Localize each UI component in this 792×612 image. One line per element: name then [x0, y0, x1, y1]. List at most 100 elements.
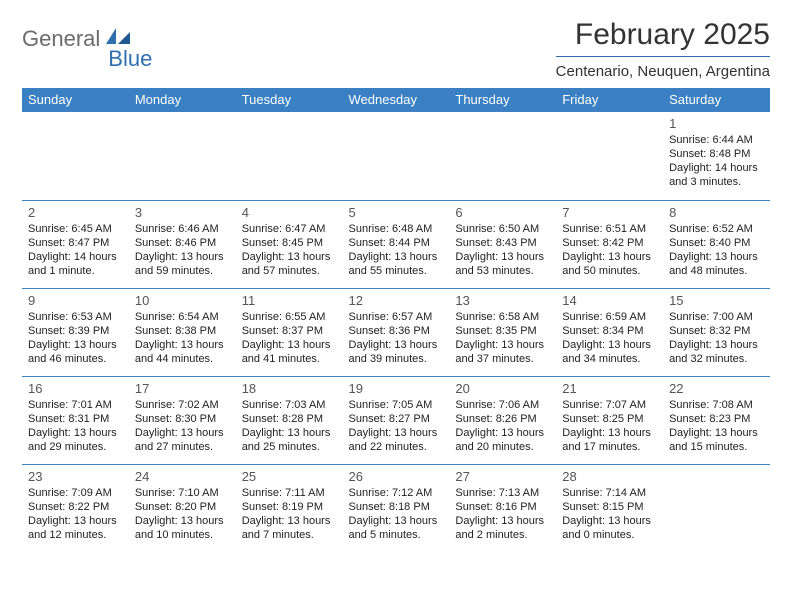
- daylight-text: Daylight: 13 hours and 12 minutes.: [28, 514, 123, 542]
- sunrise-text: Sunrise: 6:58 AM: [455, 310, 550, 324]
- day-detail: Sunrise: 6:55 AMSunset: 8:37 PMDaylight:…: [242, 310, 337, 366]
- day-number: 10: [135, 293, 230, 308]
- day-detail: Sunrise: 7:13 AMSunset: 8:16 PMDaylight:…: [455, 486, 550, 542]
- day-number: 23: [28, 469, 123, 484]
- daylight-text: Daylight: 13 hours and 53 minutes.: [455, 250, 550, 278]
- day-detail: Sunrise: 6:59 AMSunset: 8:34 PMDaylight:…: [562, 310, 657, 366]
- daylight-text: Daylight: 13 hours and 20 minutes.: [455, 426, 550, 454]
- calendar-day-cell: [22, 112, 129, 200]
- day-number: 5: [349, 205, 444, 220]
- sunrise-text: Sunrise: 6:52 AM: [669, 222, 764, 236]
- sunrise-text: Sunrise: 7:00 AM: [669, 310, 764, 324]
- calendar-day-cell: 4Sunrise: 6:47 AMSunset: 8:45 PMDaylight…: [236, 200, 343, 288]
- day-detail: Sunrise: 7:14 AMSunset: 8:15 PMDaylight:…: [562, 486, 657, 542]
- day-detail: Sunrise: 7:00 AMSunset: 8:32 PMDaylight:…: [669, 310, 764, 366]
- sunrise-text: Sunrise: 6:48 AM: [349, 222, 444, 236]
- sunset-text: Sunset: 8:46 PM: [135, 236, 230, 250]
- daylight-text: Daylight: 13 hours and 59 minutes.: [135, 250, 230, 278]
- calendar-day-cell: 17 Sunrise: 7:02 AMSunset: 8:30 PMDayligh…: [129, 376, 236, 464]
- day-number: 18: [242, 381, 337, 396]
- calendar-day-cell: 7Sunrise: 6:51 AMSunset: 8:42 PMDaylight…: [556, 200, 663, 288]
- sunrise-text: Sunrise: 6:46 AM: [135, 222, 230, 236]
- sunrise-text: Sunrise: 7:14 AM: [562, 486, 657, 500]
- sunset-text: Sunset: 8:16 PM: [455, 500, 550, 514]
- day-detail: Sunrise: 7:11 AMSunset: 8:19 PMDaylight:…: [242, 486, 337, 542]
- daylight-text: Daylight: 14 hours and 1 minute.: [28, 250, 123, 278]
- day-number: 17: [135, 381, 230, 396]
- calendar-day-cell: 27 Sunrise: 7:13 AMSunset: 8:16 PMDayligh…: [449, 464, 556, 552]
- sunrise-text: Sunrise: 7:02 AM: [135, 398, 230, 412]
- weekday-heading: Tuesday: [236, 88, 343, 112]
- day-detail: Sunrise: 7:12 AMSunset: 8:18 PMDaylight:…: [349, 486, 444, 542]
- logo: General Blue: [22, 18, 178, 52]
- weekday-heading: Saturday: [663, 88, 770, 112]
- daylight-text: Daylight: 13 hours and 37 minutes.: [455, 338, 550, 366]
- calendar-day-cell: 2Sunrise: 6:45 AMSunset: 8:47 PMDaylight…: [22, 200, 129, 288]
- day-detail: Sunrise: 6:58 AMSunset: 8:35 PMDaylight:…: [455, 310, 550, 366]
- sunrise-text: Sunrise: 6:54 AM: [135, 310, 230, 324]
- calendar-day-cell: 24Sunrise: 7:10 AMSunset: 8:20 PMDayligh…: [129, 464, 236, 552]
- calendar-week-row: 9Sunrise: 6:53 AMSunset: 8:39 PMDaylight…: [22, 288, 770, 376]
- daylight-text: Daylight: 13 hours and 55 minutes.: [349, 250, 444, 278]
- daylight-text: Daylight: 13 hours and 44 minutes.: [135, 338, 230, 366]
- day-detail: Sunrise: 7:02 AMSunset: 8:30 PMDaylight:…: [135, 398, 230, 454]
- day-number: 16: [28, 381, 123, 396]
- sunrise-text: Sunrise: 6:53 AM: [28, 310, 123, 324]
- daylight-text: Daylight: 13 hours and 39 minutes.: [349, 338, 444, 366]
- daylight-text: Daylight: 13 hours and 34 minutes.: [562, 338, 657, 366]
- calendar-day-cell: [663, 464, 770, 552]
- day-number: 27: [455, 469, 550, 484]
- sunrise-text: Sunrise: 7:09 AM: [28, 486, 123, 500]
- sunset-text: Sunset: 8:47 PM: [28, 236, 123, 250]
- calendar-day-cell: 25Sunrise: 7:11 AMSunset: 8:19 PMDayligh…: [236, 464, 343, 552]
- month-title: February 2025: [556, 18, 770, 52]
- daylight-text: Daylight: 13 hours and 10 minutes.: [135, 514, 230, 542]
- day-detail: Sunrise: 6:51 AMSunset: 8:42 PMDaylight:…: [562, 222, 657, 278]
- calendar-day-cell: 22Sunrise: 7:08 AMSunset: 8:23 PMDayligh…: [663, 376, 770, 464]
- day-detail: Sunrise: 6:46 AMSunset: 8:46 PMDaylight:…: [135, 222, 230, 278]
- day-number: 1: [669, 116, 764, 131]
- sunset-text: Sunset: 8:15 PM: [562, 500, 657, 514]
- daylight-text: Daylight: 13 hours and 46 minutes.: [28, 338, 123, 366]
- sunset-text: Sunset: 8:44 PM: [349, 236, 444, 250]
- daylight-text: Daylight: 13 hours and 27 minutes.: [135, 426, 230, 454]
- daylight-text: Daylight: 13 hours and 32 minutes.: [669, 338, 764, 366]
- day-detail: Sunrise: 6:44 AMSunset: 8:48 PMDaylight:…: [669, 133, 764, 189]
- daylight-text: Daylight: 13 hours and 29 minutes.: [28, 426, 123, 454]
- sunset-text: Sunset: 8:26 PM: [455, 412, 550, 426]
- day-detail: Sunrise: 6:48 AMSunset: 8:44 PMDaylight:…: [349, 222, 444, 278]
- title-block: February 2025 Centenario, Neuquen, Argen…: [556, 18, 770, 80]
- calendar-day-cell: 28Sunrise: 7:14 AMSunset: 8:15 PMDayligh…: [556, 464, 663, 552]
- day-number: 12: [349, 293, 444, 308]
- calendar-day-cell: 19Sunrise: 7:05 AMSunset: 8:27 PMDayligh…: [343, 376, 450, 464]
- title-rule: [556, 56, 770, 57]
- sunset-text: Sunset: 8:23 PM: [669, 412, 764, 426]
- sunrise-text: Sunrise: 6:57 AM: [349, 310, 444, 324]
- sunset-text: Sunset: 8:34 PM: [562, 324, 657, 338]
- calendar-day-cell: [236, 112, 343, 200]
- daylight-text: Daylight: 13 hours and 17 minutes.: [562, 426, 657, 454]
- calendar-day-cell: 12 Sunrise: 6:57 AMSunset: 8:36 PMDayligh…: [343, 288, 450, 376]
- sunset-text: Sunset: 8:36 PM: [349, 324, 444, 338]
- sunset-text: Sunset: 8:40 PM: [669, 236, 764, 250]
- sunrise-text: Sunrise: 6:50 AM: [455, 222, 550, 236]
- calendar-day-cell: 10 Sunrise: 6:54 AMSunset: 8:38 PMDayligh…: [129, 288, 236, 376]
- calendar-day-cell: 14 Sunrise: 6:59 AMSunset: 8:34 PMDayligh…: [556, 288, 663, 376]
- sunset-text: Sunset: 8:31 PM: [28, 412, 123, 426]
- day-number: 19: [349, 381, 444, 396]
- sunset-text: Sunset: 8:20 PM: [135, 500, 230, 514]
- day-number: 6: [455, 205, 550, 220]
- sunrise-text: Sunrise: 7:06 AM: [455, 398, 550, 412]
- daylight-text: Daylight: 13 hours and 22 minutes.: [349, 426, 444, 454]
- day-detail: Sunrise: 6:54 AMSunset: 8:38 PMDaylight:…: [135, 310, 230, 366]
- day-detail: Sunrise: 7:10 AMSunset: 8:20 PMDaylight:…: [135, 486, 230, 542]
- day-number: 14: [562, 293, 657, 308]
- calendar-week-row: 1 Sunrise: 6:44 AMSunset: 8:48 PMDaylight…: [22, 112, 770, 200]
- daylight-text: Daylight: 13 hours and 15 minutes.: [669, 426, 764, 454]
- day-number: 4: [242, 205, 337, 220]
- sunrise-text: Sunrise: 7:11 AM: [242, 486, 337, 500]
- calendar-day-cell: [556, 112, 663, 200]
- sunset-text: Sunset: 8:37 PM: [242, 324, 337, 338]
- calendar-day-cell: 18Sunrise: 7:03 AMSunset: 8:28 PMDayligh…: [236, 376, 343, 464]
- calendar-day-cell: 15Sunrise: 7:00 AMSunset: 8:32 PMDayligh…: [663, 288, 770, 376]
